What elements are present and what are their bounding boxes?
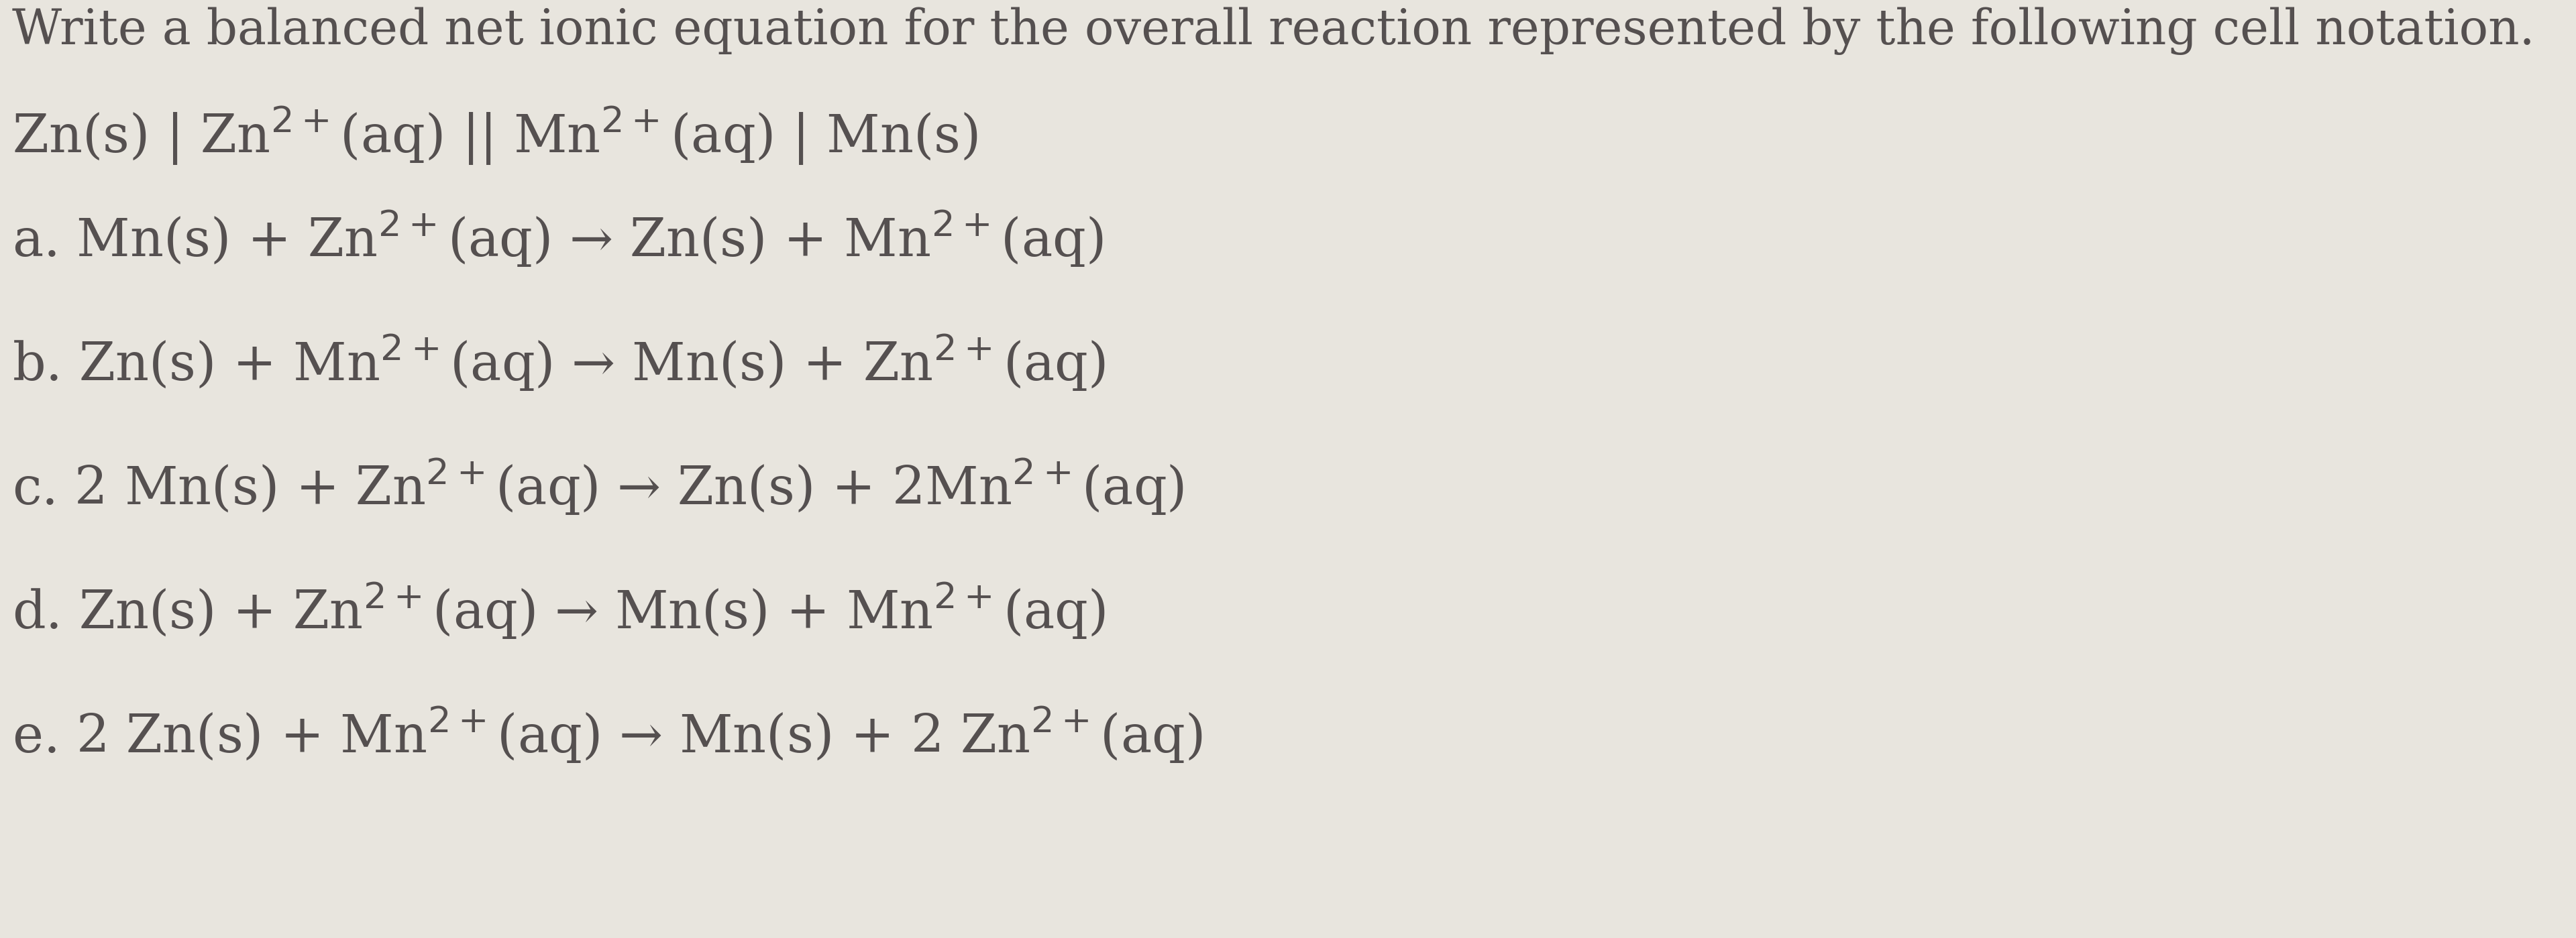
Text: a. Mn(s) + Zn$^{2+}$(aq) → Zn(s) + Mn$^{2+}$(aq): a. Mn(s) + Zn$^{2+}$(aq) → Zn(s) + Mn$^{… bbox=[13, 208, 1103, 268]
Text: e. 2 Zn(s) + Mn$^{2+}$(aq) → Mn(s) + 2 Zn$^{2+}$(aq): e. 2 Zn(s) + Mn$^{2+}$(aq) → Mn(s) + 2 Z… bbox=[13, 704, 1203, 764]
Text: Zn(s) | Zn$^{2+}$(aq) || Mn$^{2+}$(aq) | Mn(s): Zn(s) | Zn$^{2+}$(aq) || Mn$^{2+}$(aq) |… bbox=[13, 104, 979, 167]
Text: b. Zn(s) + Mn$^{2+}$(aq) → Mn(s) + Zn$^{2+}$(aq): b. Zn(s) + Mn$^{2+}$(aq) → Mn(s) + Zn$^{… bbox=[13, 332, 1105, 393]
Text: c. 2 Mn(s) + Zn$^{2+}$(aq) → Zn(s) + 2Mn$^{2+}$(aq): c. 2 Mn(s) + Zn$^{2+}$(aq) → Zn(s) + 2Mn… bbox=[13, 456, 1185, 517]
Text: Write a balanced net ionic equation for the overall reaction represented by the : Write a balanced net ionic equation for … bbox=[13, 7, 2535, 54]
Text: d. Zn(s) + Zn$^{2+}$(aq) → Mn(s) + Mn$^{2+}$(aq): d. Zn(s) + Zn$^{2+}$(aq) → Mn(s) + Mn$^{… bbox=[13, 580, 1105, 641]
